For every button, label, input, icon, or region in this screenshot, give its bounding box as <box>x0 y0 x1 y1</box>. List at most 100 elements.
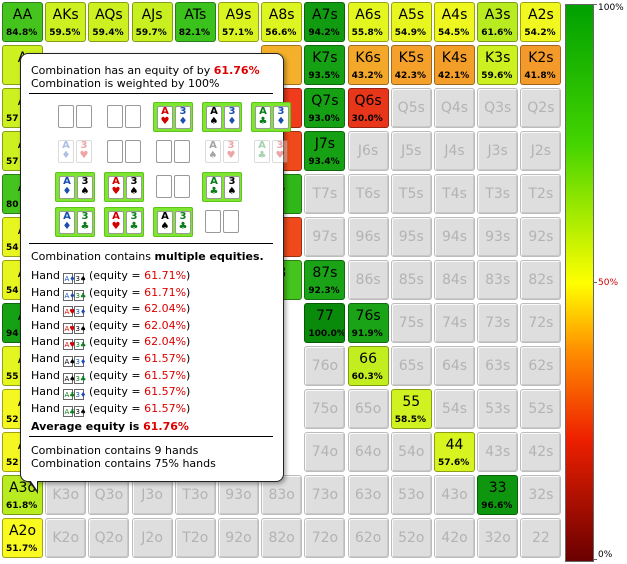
hand-cell[interactable]: K3s 59.6% <box>477 45 519 85</box>
hand-cell[interactable]: 53o <box>390 475 432 515</box>
hand-cell[interactable]: 92o <box>218 518 259 558</box>
combo-slot[interactable] <box>202 207 242 237</box>
hand-cell[interactable]: 77 100.0% <box>304 303 346 343</box>
hand-cell[interactable]: T2s <box>520 174 562 214</box>
hand-cell[interactable]: T4s <box>434 174 475 214</box>
hand-cell[interactable]: AJs 59.7% <box>131 2 173 42</box>
combo-slot[interactable]: A ♥ 3 ♠ <box>104 172 144 202</box>
combo-slot[interactable]: A ♣ 3 ♠ <box>202 172 242 202</box>
hand-cell[interactable]: 33 96.6% <box>477 475 519 515</box>
hand-cell[interactable]: AA 84.8% <box>2 2 43 42</box>
hand-cell[interactable]: 75o <box>304 389 346 429</box>
hand-cell[interactable]: 74s <box>434 303 475 343</box>
hand-cell[interactable]: K2s 41.8% <box>520 45 562 85</box>
hand-cell[interactable]: AKs 59.5% <box>45 2 87 42</box>
hand-cell[interactable]: J2o <box>131 518 173 558</box>
hand-cell[interactable]: 64o <box>347 432 389 472</box>
hand-cell[interactable]: T5s <box>390 174 432 214</box>
hand-cell[interactable]: 63s <box>477 346 519 386</box>
hand-cell[interactable]: 63o <box>347 475 389 515</box>
combo-slot[interactable]: A ♥ 3 ♣ <box>104 207 144 237</box>
hand-cell[interactable]: AQs 59.4% <box>88 2 130 42</box>
hand-cell[interactable]: 53s <box>477 389 519 429</box>
hand-cell[interactable]: 85s <box>390 260 432 300</box>
hand-cell[interactable]: 22 <box>520 518 562 558</box>
hand-cell[interactable]: 44 57.6% <box>434 432 475 472</box>
hand-cell[interactable]: 62o <box>347 518 389 558</box>
hand-cell[interactable]: Q3s <box>477 88 519 128</box>
hand-cell[interactable]: 84s <box>434 260 475 300</box>
combo-slot[interactable] <box>153 137 193 167</box>
hand-cell[interactable]: T7s <box>304 174 346 214</box>
hand-cell[interactable]: 66 60.3% <box>347 346 389 386</box>
hand-cell[interactable]: 93s <box>477 217 519 257</box>
hand-cell[interactable]: 75s <box>390 303 432 343</box>
hand-cell[interactable]: Q6s 30.0% <box>347 88 389 128</box>
combo-slot[interactable]: A ♦ 3 ♣ <box>55 207 95 237</box>
hand-cell[interactable]: 82s <box>520 260 562 300</box>
hand-cell[interactable]: Q5s <box>390 88 432 128</box>
hand-cell[interactable]: J3s <box>477 131 519 171</box>
hand-cell[interactable]: 43o <box>434 475 475 515</box>
hand-cell[interactable]: 54o <box>390 432 432 472</box>
hand-cell[interactable]: 64s <box>434 346 475 386</box>
hand-cell[interactable]: 73s <box>477 303 519 343</box>
hand-cell[interactable]: A2o 51.7% <box>2 518 43 558</box>
hand-cell[interactable]: 87s 92.3% <box>304 260 346 300</box>
hand-cell[interactable]: K5s 42.3% <box>390 45 432 85</box>
hand-cell[interactable]: 32o <box>477 518 519 558</box>
hand-cell[interactable]: J7s 93.4% <box>304 131 346 171</box>
hand-cell[interactable]: J2s <box>520 131 562 171</box>
hand-cell[interactable]: 96s <box>347 217 389 257</box>
hand-cell[interactable]: 62s <box>520 346 562 386</box>
hand-cell[interactable]: A8s 56.6% <box>261 2 303 42</box>
hand-cell[interactable]: K4s 42.1% <box>434 45 475 85</box>
hand-cell[interactable]: 76s 91.9% <box>347 303 389 343</box>
hand-cell[interactable]: 42o <box>434 518 475 558</box>
hand-cell[interactable]: A9s 57.1% <box>218 2 259 42</box>
hand-cell[interactable]: A4s 54.5% <box>434 2 475 42</box>
combo-slot[interactable] <box>55 102 95 132</box>
hand-cell[interactable]: 73o <box>304 475 346 515</box>
hand-cell[interactable]: Q4s <box>434 88 475 128</box>
hand-cell[interactable]: T3s <box>477 174 519 214</box>
hand-cell[interactable]: Q2o <box>88 518 130 558</box>
hand-cell[interactable]: 92s <box>520 217 562 257</box>
hand-cell[interactable]: 95s <box>390 217 432 257</box>
hand-cell[interactable]: K6s 43.2% <box>347 45 389 85</box>
combo-slot[interactable]: A ♣ 3 ♥ <box>251 137 291 167</box>
hand-cell[interactable]: 55 58.5% <box>390 389 432 429</box>
hand-cell[interactable]: A6s 55.8% <box>347 2 389 42</box>
combo-slot[interactable]: A ♠ 3 ♥ <box>202 137 242 167</box>
combo-slot[interactable]: A ♦ 3 ♠ <box>55 172 95 202</box>
hand-cell[interactable]: A2s 54.2% <box>520 2 562 42</box>
hand-cell[interactable]: A7s 94.2% <box>304 2 346 42</box>
combo-slot[interactable] <box>153 172 193 202</box>
hand-cell[interactable]: T6s <box>347 174 389 214</box>
hand-cell[interactable]: 97s <box>304 217 346 257</box>
hand-cell[interactable]: 42s <box>520 432 562 472</box>
hand-cell[interactable]: J5s <box>390 131 432 171</box>
hand-cell[interactable]: 32s <box>520 475 562 515</box>
combo-slot[interactable]: A ♥ 3 ♦ <box>153 102 193 132</box>
hand-cell[interactable]: 65o <box>347 389 389 429</box>
hand-cell[interactable]: K7s 93.5% <box>304 45 346 85</box>
combo-slot[interactable] <box>104 137 144 167</box>
hand-cell[interactable]: Q7s 93.0% <box>304 88 346 128</box>
combo-slot[interactable]: A ♦ 3 ♥ <box>55 137 95 167</box>
hand-cell[interactable]: Q2s <box>520 88 562 128</box>
hand-cell[interactable]: J4s <box>434 131 475 171</box>
combo-slot[interactable]: A ♣ 3 ♦ <box>251 102 291 132</box>
hand-cell[interactable]: ATs 82.1% <box>174 2 216 42</box>
hand-cell[interactable]: A3s 61.6% <box>477 2 519 42</box>
hand-cell[interactable]: 76o <box>304 346 346 386</box>
hand-cell[interactable]: 83s <box>477 260 519 300</box>
hand-cell[interactable]: 72s <box>520 303 562 343</box>
hand-cell[interactable]: J6s <box>347 131 389 171</box>
hand-cell[interactable]: 54s <box>434 389 475 429</box>
hand-cell[interactable]: A5s 54.9% <box>390 2 432 42</box>
hand-cell[interactable]: 94s <box>434 217 475 257</box>
combo-slot[interactable]: A ♠ 3 ♣ <box>153 207 193 237</box>
hand-cell[interactable]: 82o <box>261 518 303 558</box>
combo-slot[interactable]: A ♠ 3 ♦ <box>202 102 242 132</box>
